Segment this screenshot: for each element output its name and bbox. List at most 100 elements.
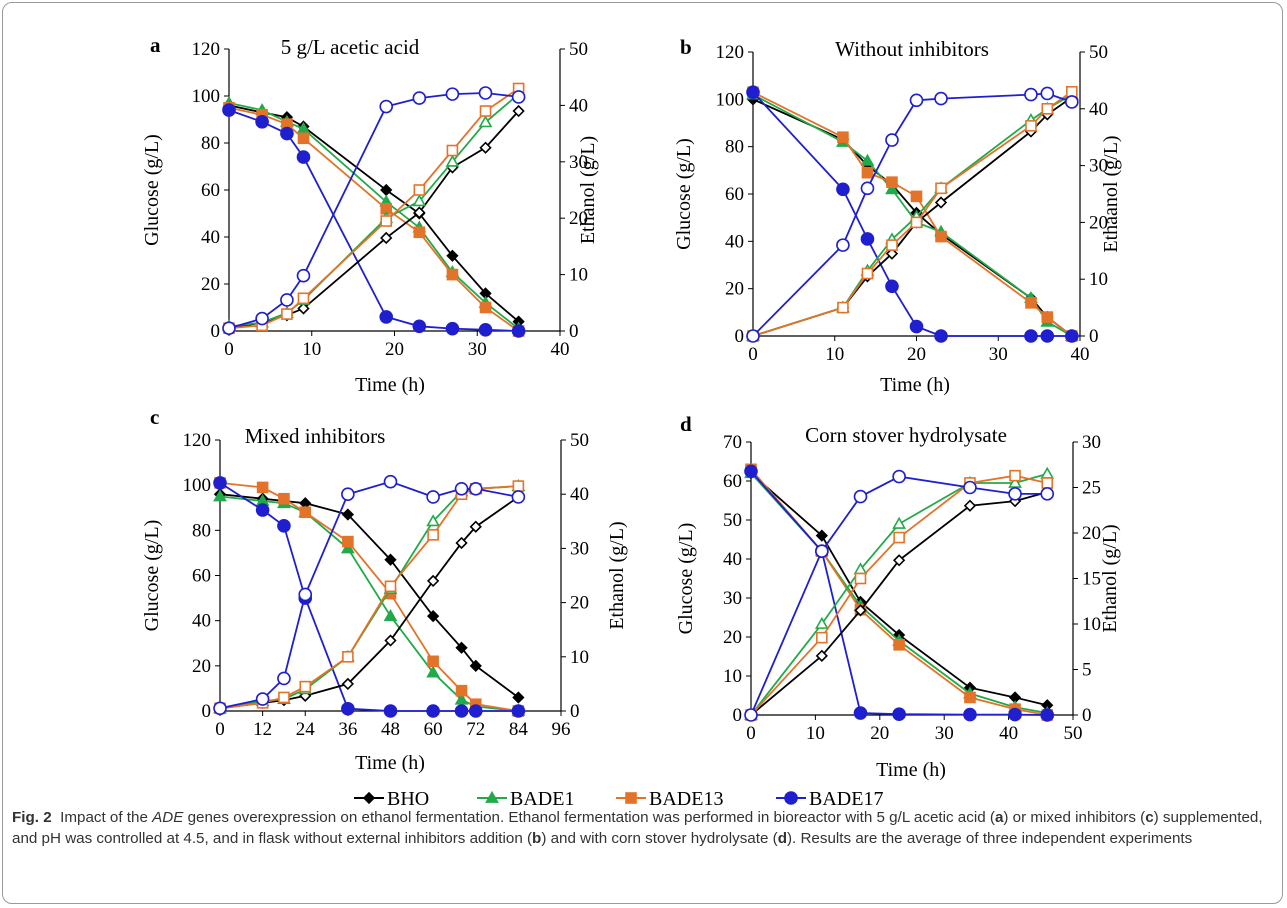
data-point <box>446 144 459 157</box>
data-point <box>892 554 906 567</box>
legend-item-bade13: BADE13 <box>616 788 723 810</box>
data-point <box>1040 466 1055 479</box>
data-point <box>384 553 397 566</box>
series-bade17-glucose <box>744 464 1055 722</box>
data-point <box>909 319 924 334</box>
data-point <box>814 616 829 629</box>
y-left-tick-label: 40 <box>723 549 742 570</box>
y-left-tick-label: 120 <box>183 430 212 451</box>
series-bade17-ethanol <box>746 86 1079 343</box>
data-point <box>296 268 311 283</box>
legend-marker <box>784 791 798 805</box>
data-point <box>412 319 427 334</box>
series-line <box>228 106 520 332</box>
data-point <box>413 184 426 196</box>
data-point <box>885 279 899 294</box>
data-point <box>299 506 312 519</box>
y-left-tick-label: 20 <box>723 627 742 648</box>
data-point <box>816 631 828 644</box>
series-line <box>219 482 519 712</box>
panel-title: Without inhibitors <box>835 37 989 61</box>
data-point <box>469 520 482 533</box>
y-right-tick-label: 10 <box>569 265 588 286</box>
data-point <box>836 238 850 252</box>
x-tick-label: 10 <box>806 723 825 744</box>
y-left-tick-label: 30 <box>723 588 742 609</box>
series-line <box>219 480 519 710</box>
series-bade17-glucose <box>213 476 526 718</box>
data-point <box>342 535 354 548</box>
y-left-tick-label: 60 <box>201 180 220 201</box>
data-point <box>479 301 492 314</box>
series-line <box>219 495 519 712</box>
series-bade13-glucose <box>223 101 525 337</box>
series-line <box>219 485 519 710</box>
data-point <box>1065 95 1079 109</box>
y-left-tick-label: 0 <box>733 705 743 726</box>
data-point <box>478 115 493 128</box>
data-point <box>861 267 874 280</box>
y-left-axis-label: Glucose (g/L) <box>141 520 163 632</box>
series-bade17-ethanol <box>222 86 526 335</box>
x-tick-label: 60 <box>424 719 443 740</box>
panel-title: 5 g/L acetic acid <box>281 35 420 59</box>
data-point <box>1009 469 1021 482</box>
legend-marker <box>625 792 637 804</box>
y-right-tick-label: 20 <box>569 208 588 229</box>
series-bade17-glucose <box>746 85 1079 343</box>
x-tick-label: 30 <box>989 344 1008 365</box>
data-point <box>280 293 294 307</box>
data-point <box>910 216 923 229</box>
series-bho-glucose <box>213 488 525 704</box>
data-point <box>963 480 977 495</box>
caption-ref-a: a <box>994 809 1004 826</box>
x-axis-label: Time (h) <box>880 374 950 396</box>
y-left-tick-label: 0 <box>735 326 745 347</box>
y-left-axis-label: Glucose (g/L) <box>141 134 163 246</box>
data-point <box>815 649 828 662</box>
x-tick-label: 40 <box>999 723 1018 744</box>
data-point <box>278 691 290 704</box>
caption-text: ). Results are the average of three inde… <box>786 829 1193 847</box>
data-point <box>426 514 441 527</box>
data-point <box>1065 329 1079 343</box>
data-point <box>512 480 525 492</box>
y-right-tick-label: 20 <box>570 593 589 614</box>
y-right-tick-label: 40 <box>569 95 588 116</box>
x-tick-label: 50 <box>1064 723 1083 744</box>
y-right-tick-label: 0 <box>1089 326 1099 347</box>
y-left-tick-label: 120 <box>716 42 745 63</box>
data-point <box>427 655 439 668</box>
data-point <box>213 476 227 490</box>
data-point <box>426 665 441 678</box>
panel-label: b <box>680 35 692 59</box>
x-tick-label: 48 <box>381 719 400 740</box>
series-line <box>228 110 520 330</box>
legend-item-bade1: BADE1 <box>477 788 574 810</box>
data-point <box>296 150 311 164</box>
series-bade17-ethanol <box>744 469 1055 722</box>
x-tick-label: 20 <box>870 723 889 744</box>
data-point <box>445 321 460 336</box>
y-right-tick-label: 30 <box>570 538 589 559</box>
data-point <box>380 215 393 227</box>
y-right-tick-label: 10 <box>1082 614 1101 635</box>
x-tick-label: 12 <box>253 719 272 740</box>
data-point <box>1040 86 1055 101</box>
data-point <box>1024 87 1038 102</box>
legend-label: BADE1 <box>510 788 574 810</box>
y-right-tick-label: 20 <box>1082 523 1101 544</box>
legend-label: BADE13 <box>649 788 723 810</box>
data-point <box>298 587 313 602</box>
data-point <box>1025 120 1037 132</box>
data-point <box>427 529 439 541</box>
data-point <box>1041 477 1054 489</box>
x-tick-label: 20 <box>385 339 404 360</box>
data-point <box>255 115 269 129</box>
caption-gene: ADE <box>152 809 184 826</box>
data-point <box>380 231 393 245</box>
y-right-axis-label: Ethaanol (g/L) <box>1100 135 1122 252</box>
data-point <box>222 103 236 117</box>
series-bade13-ethanol <box>223 82 525 334</box>
